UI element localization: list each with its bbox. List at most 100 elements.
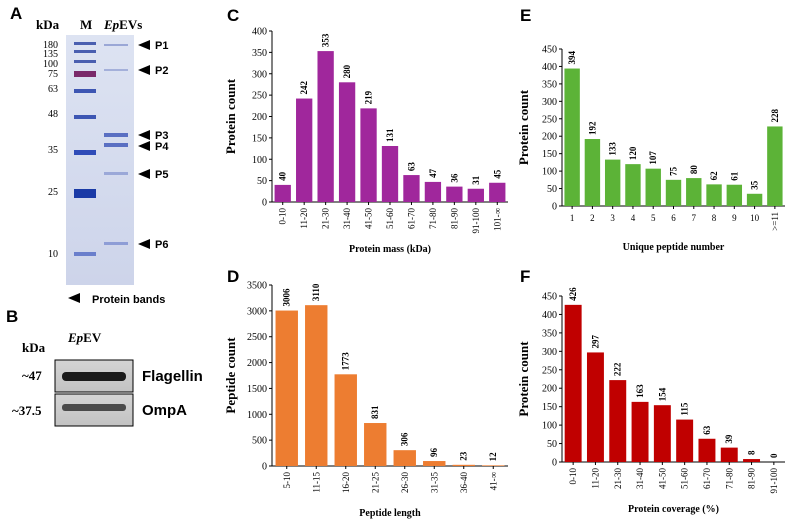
x-tick-label: 0-10 — [278, 208, 288, 225]
y-axis-title: Protein count — [516, 341, 531, 417]
bar — [393, 450, 416, 466]
blot-kda-flagellin: ~47 — [22, 368, 42, 383]
blot-band-flagellin — [62, 372, 126, 381]
marker-band — [74, 50, 96, 53]
gel-band-label: P2 — [155, 65, 168, 77]
x-tick-label: 71-80 — [428, 208, 438, 229]
data-label: 394 — [567, 51, 577, 65]
y-tick-label: 500 — [252, 436, 267, 447]
bar — [767, 126, 783, 206]
gel-marker-tick: 180 — [43, 40, 58, 51]
bar — [604, 159, 621, 206]
gel-band-label: P6 — [155, 239, 168, 251]
band-arrow-icon — [138, 141, 150, 151]
panel-letter-a: A — [10, 4, 22, 23]
y-tick-label: 0 — [552, 458, 557, 469]
y-tick-label: 300 — [542, 347, 557, 358]
y-tick-label: 200 — [252, 112, 267, 123]
chart-c: C 0 50 100 150 200 250 300 350 400 40 0-10 242 11-20 3… — [223, 6, 508, 255]
x-tick-label: 81-90 — [747, 468, 757, 489]
bar — [698, 438, 716, 462]
gel-marker-label: M — [80, 17, 92, 32]
bar — [743, 459, 761, 462]
band-arrow-icon — [138, 130, 150, 140]
data-label: 219 — [364, 90, 374, 104]
x-tick-label: 51-60 — [680, 468, 690, 489]
data-label: 40 — [278, 171, 288, 181]
panel-letter-e: E — [520, 6, 531, 25]
data-label: 297 — [590, 334, 600, 348]
marker-band — [74, 71, 96, 77]
panel-letter-b: B — [6, 307, 18, 326]
x-tick-label: 81-90 — [449, 208, 459, 229]
data-label: 120 — [628, 146, 638, 160]
y-tick-label: 100 — [252, 155, 267, 166]
blot-protein-flagellin: Flagellin — [142, 368, 203, 385]
sample-band-p5 — [104, 172, 128, 175]
panel-letter-f: F — [520, 267, 530, 286]
marker-lane — [74, 42, 96, 256]
data-label: 0 — [769, 453, 779, 458]
data-label: 228 — [770, 108, 780, 122]
gel-sample-label: EpEVs — [103, 17, 142, 32]
panel-b: B EpEV kDa ~47 ~37.5 Flagellin OmpA — [6, 307, 203, 427]
y-tick-label: 200 — [542, 132, 557, 143]
gel-marker-tick: 63 — [48, 84, 58, 95]
y-tick-label: 1500 — [247, 384, 267, 395]
y-tick-label: 0 — [552, 202, 557, 213]
blot-protein-ompa: OmpA — [142, 402, 187, 419]
y-tick-label: 400 — [542, 310, 557, 321]
x-tick-label: 10 — [750, 213, 760, 223]
band-arrow-icon — [138, 40, 150, 50]
gel-marker-tick: 100 — [43, 59, 58, 70]
x-tick-label: 41-50 — [364, 208, 374, 229]
gel-sample-rest: EVs — [119, 17, 142, 32]
bar — [423, 461, 446, 466]
data-label: 426 — [568, 287, 578, 301]
y-tick-label: 350 — [252, 48, 267, 59]
y-tick-label: 200 — [542, 384, 557, 395]
bar — [317, 51, 334, 202]
bar — [305, 305, 328, 466]
bar — [726, 184, 743, 206]
band-arrow-icon — [138, 169, 150, 179]
x-tick-label: 11-15 — [311, 472, 321, 493]
y-tick-label: 0 — [262, 198, 267, 209]
y-tick-label: 400 — [252, 27, 267, 38]
x-tick-label: 41-50 — [657, 468, 667, 489]
x-tick-label: 36-40 — [459, 472, 469, 493]
y-tick-label: 3500 — [247, 281, 267, 292]
data-label: 36 — [449, 173, 459, 183]
x-tick-label: 3 — [610, 213, 615, 223]
blot-kda-ompa: ~37.5 — [12, 403, 42, 418]
bar — [631, 401, 649, 462]
band-arrow-icon — [68, 293, 80, 303]
data-label: 163 — [635, 384, 645, 398]
blot-band-ompa — [62, 404, 126, 411]
bar — [625, 164, 641, 206]
gel-marker-tick: 48 — [48, 109, 58, 120]
marker-band — [74, 89, 96, 93]
bar — [676, 419, 694, 462]
sample-band-p2 — [104, 69, 128, 71]
sample-band-p3 — [104, 133, 128, 137]
y-tick-label: 50 — [547, 184, 557, 195]
x-tick-label: 4 — [631, 213, 636, 223]
blot-sample-label: EpEV — [67, 330, 102, 345]
chart-d: D 0 500 1000 1500 2000 2500 3000 3500 3006 5-10 311… — [223, 267, 508, 519]
y-axis-title: Protein count — [223, 78, 238, 154]
x-tick-label: 11-20 — [299, 208, 309, 229]
x-tick-label: 31-40 — [635, 468, 645, 489]
data-label: 242 — [299, 81, 309, 95]
data-label: 3110 — [311, 283, 321, 301]
bar — [381, 145, 399, 202]
bar — [338, 82, 356, 202]
x-tick-label: 101-∞ — [492, 208, 502, 231]
y-tick-label: 350 — [542, 79, 557, 90]
marker-band — [74, 189, 96, 198]
x-tick-label: 21-30 — [613, 468, 623, 489]
x-axis-title: Unique peptide number — [623, 242, 725, 253]
bar — [452, 464, 475, 466]
data-label: 831 — [370, 405, 380, 419]
